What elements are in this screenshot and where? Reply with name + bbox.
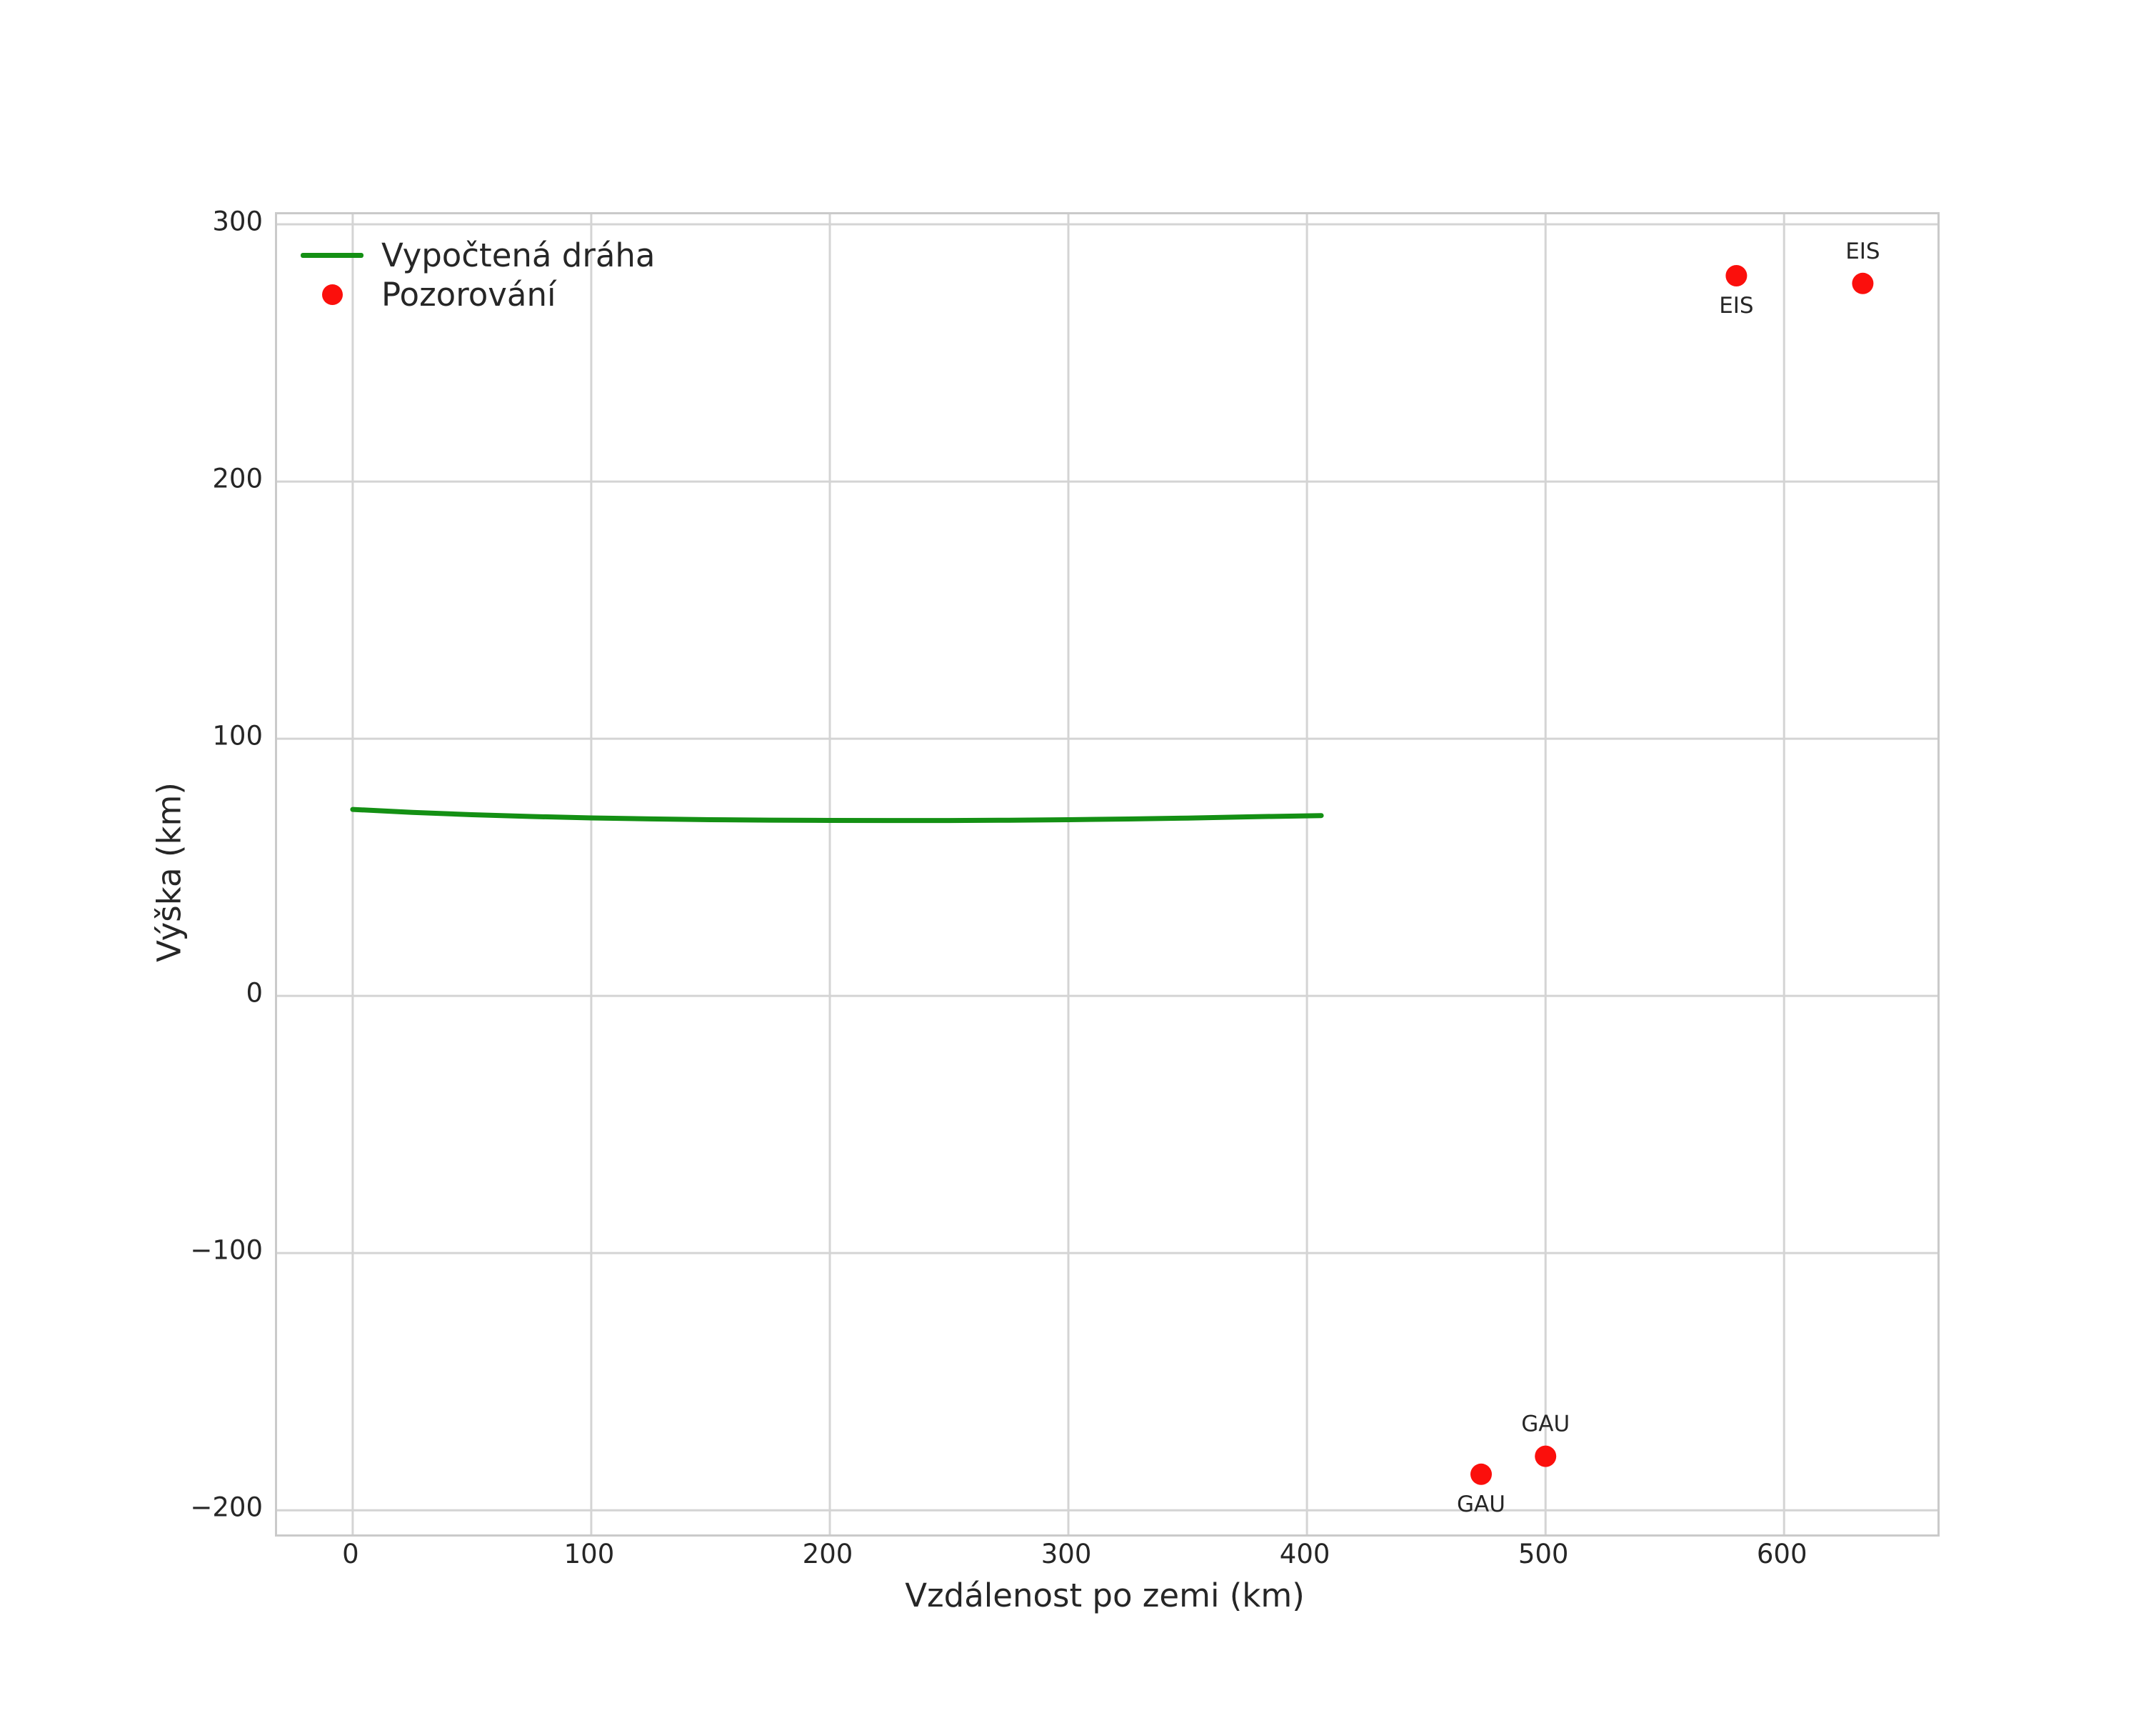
- trajectory-line-icon: [301, 253, 363, 258]
- x-tick-label: 600: [1756, 1539, 1807, 1569]
- legend-label-observations: Pozorování: [381, 276, 556, 314]
- x-tick-label: 300: [1041, 1539, 1092, 1569]
- observation-dot-icon: [321, 284, 343, 305]
- plot-area: GAU GAU EIS EIS Vypočtená dráha Pozorování: [275, 212, 1940, 1537]
- observation-point: [1725, 265, 1748, 286]
- x-tick-label: 400: [1279, 1539, 1330, 1569]
- observation-point: [1470, 1463, 1492, 1485]
- x-tick-label: 100: [563, 1539, 615, 1569]
- legend-entry-trajectory: Vypočtená dráha: [301, 236, 656, 275]
- y-tick-label: 0: [246, 977, 263, 1009]
- x-tick-label: 200: [802, 1539, 853, 1569]
- legend-label-trajectory: Vypočtená dráha: [381, 236, 656, 274]
- x-axis-label: Vzdálenost po zemi (km): [905, 1577, 1305, 1614]
- observation-label: EIS: [1845, 239, 1880, 264]
- y-axis-label: Výška (km): [150, 782, 189, 962]
- x-tick-label: 0: [342, 1539, 359, 1569]
- y-tick-label: 300: [212, 206, 263, 237]
- y-tick-label: −200: [190, 1492, 263, 1523]
- y-tick-label: 200: [212, 463, 263, 494]
- chart-canvas: GAU GAU EIS EIS: [277, 214, 1937, 1534]
- x-tick-label: 500: [1518, 1539, 1569, 1569]
- legend-entry-observations: Pozorování: [301, 275, 656, 314]
- y-tick-label: 100: [212, 720, 263, 751]
- observation-label: GAU: [1457, 1492, 1505, 1517]
- observation-label: EIS: [1719, 293, 1753, 319]
- trajectory-line: [350, 806, 1324, 824]
- legend: Vypočtená dráha Pozorování: [301, 236, 656, 314]
- legend-dot-swatch-icon: [301, 275, 363, 314]
- y-tick-label: −100: [190, 1234, 263, 1266]
- observation-point: [1535, 1445, 1557, 1467]
- observation-point: [1852, 272, 1874, 294]
- legend-line-swatch-icon: [301, 236, 363, 275]
- observation-label: GAU: [1521, 1412, 1570, 1437]
